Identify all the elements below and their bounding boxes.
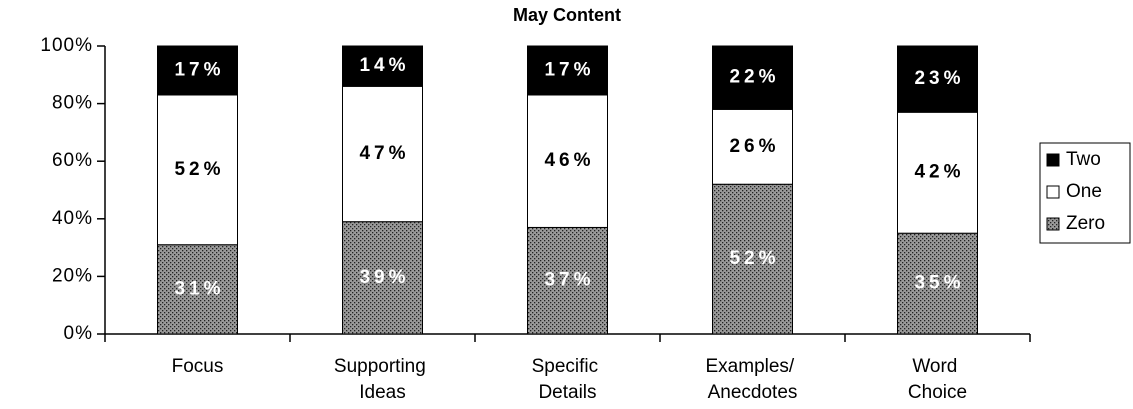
- bar-segment: [897, 45, 978, 113]
- x-tick-label: Word Choice: [908, 356, 967, 403]
- legend-swatch: [1046, 185, 1060, 199]
- bar-segment: [342, 221, 423, 335]
- bar-segment: [157, 94, 238, 246]
- y-tick-label: 80%: [52, 93, 93, 114]
- data-label: 35%: [914, 273, 964, 294]
- y-tick-label: 100%: [40, 35, 93, 56]
- legend-swatch: [1046, 153, 1060, 167]
- chart-title: May Content: [513, 5, 621, 25]
- data-label: 26%: [729, 136, 779, 157]
- data-label: 46%: [544, 150, 594, 171]
- data-label: 22%: [729, 67, 779, 88]
- bar-segment: [527, 45, 608, 96]
- legend-label: Zero: [1066, 213, 1105, 234]
- data-label: 37%: [544, 270, 594, 291]
- bar-segment: [342, 85, 423, 223]
- bar-segment: [712, 45, 793, 110]
- data-label: 39%: [359, 267, 409, 288]
- data-label: 14%: [359, 55, 409, 76]
- data-label: 23%: [914, 68, 964, 89]
- y-tick-label: 0%: [64, 323, 93, 344]
- y-tick-label: 60%: [52, 150, 93, 171]
- bar-segment: [712, 183, 793, 335]
- bar-segment: [157, 45, 238, 96]
- legend-swatch: [1046, 217, 1060, 231]
- y-tick-label: 20%: [52, 265, 93, 286]
- bar-segment: [527, 94, 608, 228]
- x-tick-label: Supporting Ideas: [334, 356, 431, 403]
- bar-segment: [897, 111, 978, 234]
- x-tick-label: Focus: [172, 356, 224, 377]
- data-label: 52%: [729, 248, 779, 269]
- legend-label: Two: [1066, 149, 1101, 170]
- x-tick-label: Specific Details: [532, 356, 604, 403]
- data-label: 47%: [359, 143, 409, 164]
- x-tick-label: Examples/ Anecdotes: [706, 356, 800, 403]
- legend-label: One: [1066, 181, 1102, 202]
- bar-segment: [342, 45, 423, 87]
- bar-segment: [157, 244, 238, 335]
- data-label: 52%: [174, 159, 224, 180]
- bar-segment: [712, 108, 793, 185]
- data-label: 31%: [174, 278, 224, 299]
- y-tick-label: 40%: [52, 208, 93, 229]
- data-label: 17%: [544, 59, 594, 80]
- bar-segment: [527, 226, 608, 335]
- data-label: 17%: [174, 59, 224, 80]
- data-label: 42%: [914, 162, 964, 183]
- bar-segment: [897, 232, 978, 335]
